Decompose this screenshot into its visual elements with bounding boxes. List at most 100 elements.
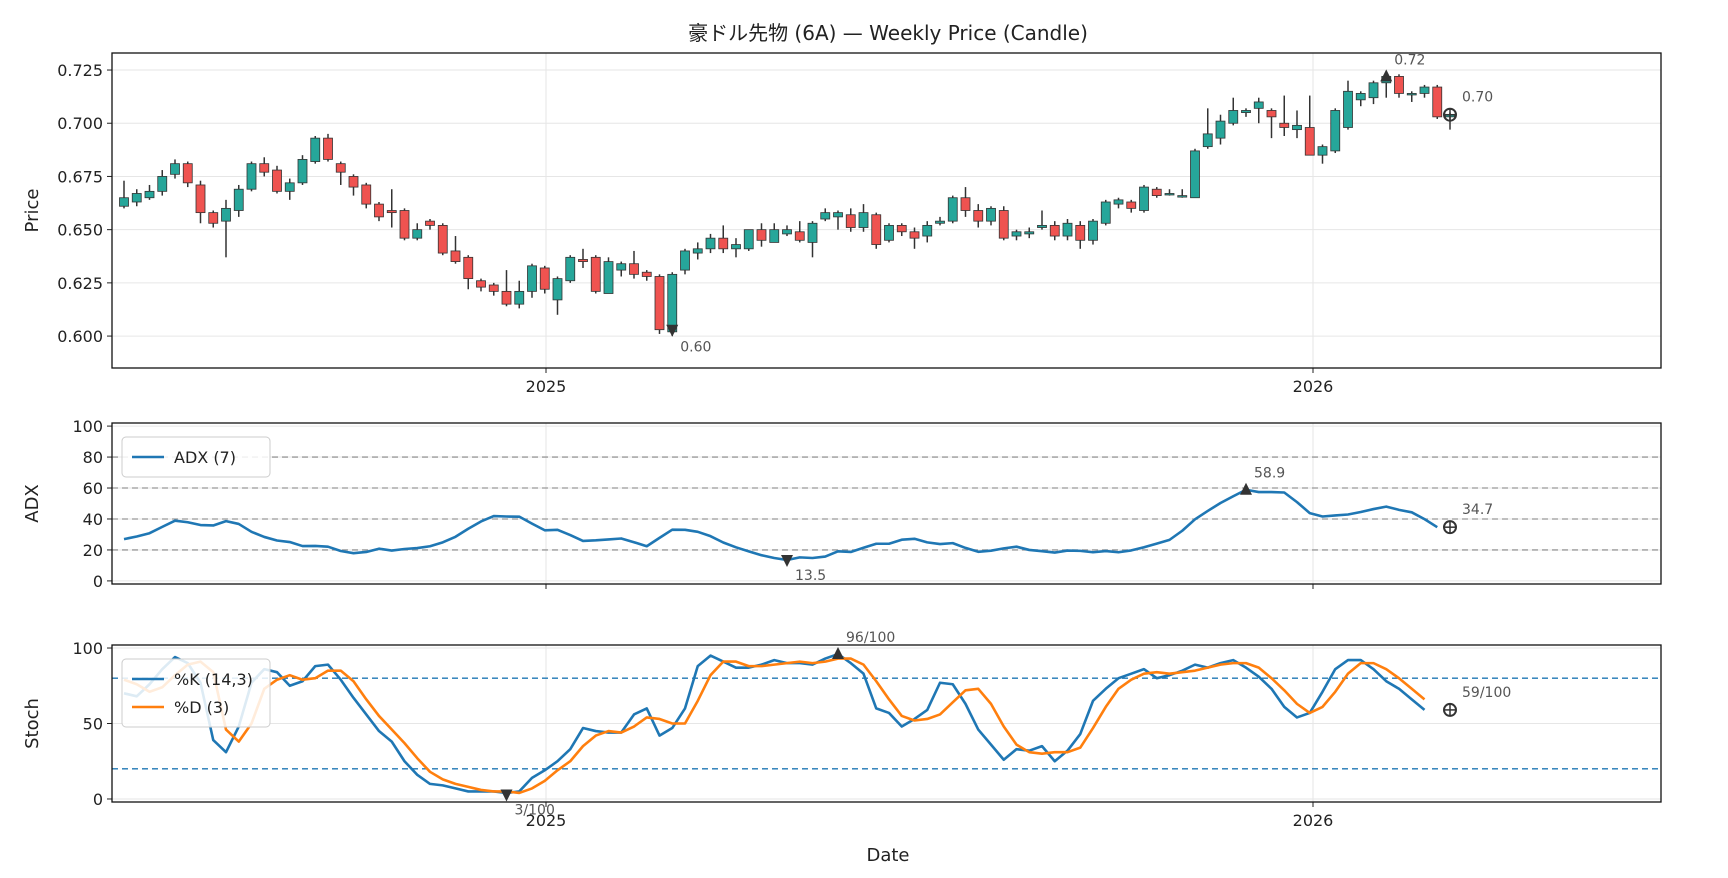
candle-body xyxy=(947,197,958,222)
candle-body xyxy=(157,176,168,192)
candle-body xyxy=(756,229,767,241)
candle-body xyxy=(335,163,346,173)
candle-body xyxy=(425,220,435,226)
candle-body xyxy=(1432,86,1443,118)
y-tick-label: 0.675 xyxy=(57,167,103,186)
max-label: 96/100 xyxy=(846,630,895,646)
candle-body xyxy=(1368,82,1379,99)
candle-body xyxy=(858,212,869,228)
candle-body xyxy=(718,237,729,250)
x-tick-label: 2025 xyxy=(526,811,567,830)
max-marker xyxy=(1380,69,1393,82)
candle-body xyxy=(871,214,882,245)
candle-body xyxy=(488,284,499,292)
candle-body xyxy=(820,212,831,220)
candle-body xyxy=(1113,199,1124,205)
candle-body xyxy=(463,256,474,280)
candle-body xyxy=(845,214,856,228)
candle-body xyxy=(272,169,282,192)
price-panel: 0.600 0.625 0.650 0.675 0.700 0.725 2025 2026 Pr… xyxy=(22,52,1662,396)
y-tick-label: 40 xyxy=(83,510,103,529)
legend-box xyxy=(121,658,271,728)
legend-label: ADX (7) xyxy=(174,448,236,467)
min-label: 3/100 xyxy=(515,802,555,818)
candle-body xyxy=(884,224,894,241)
candle-body xyxy=(233,188,244,211)
candle-body xyxy=(935,220,945,224)
min-marker xyxy=(666,324,679,337)
candle-body xyxy=(654,276,665,331)
candle-body xyxy=(603,261,614,294)
y-tick-label: 0.725 xyxy=(57,61,103,80)
candle-body xyxy=(1062,222,1073,237)
max-label: 58.9 xyxy=(1254,466,1285,482)
candle-body xyxy=(909,231,920,239)
candle-body xyxy=(259,163,270,173)
min-label: 0.60 xyxy=(680,340,711,356)
candle-body xyxy=(1241,110,1251,113)
candle-body xyxy=(1049,224,1060,237)
candle-body xyxy=(527,265,537,292)
legend-box xyxy=(121,436,271,478)
legend-label: %K (14,3) xyxy=(174,670,253,689)
last-label: 59/100 xyxy=(1462,685,1511,701)
candle-body xyxy=(692,248,703,254)
y-tick-label: 0.600 xyxy=(57,327,103,346)
candle-body xyxy=(1215,120,1226,139)
series-line-primary xyxy=(123,488,1438,562)
y-tick-label: 60 xyxy=(83,479,103,498)
candle-body xyxy=(667,273,678,333)
candle-body xyxy=(590,256,601,292)
candle-body xyxy=(1126,201,1137,209)
candle-body xyxy=(1406,93,1417,96)
candle-body xyxy=(514,290,525,305)
y-tick-label: 0 xyxy=(93,572,103,591)
candle-body xyxy=(348,176,359,188)
candle-body xyxy=(1419,86,1430,94)
candle-body xyxy=(386,210,397,214)
x-tick-label: 2026 xyxy=(1293,811,1334,830)
candle-body xyxy=(1266,110,1277,118)
candle-body xyxy=(182,163,193,184)
chart-title: 豪ドル先物 (6A) — Weekly Price (Candle) xyxy=(688,21,1088,45)
candle-body xyxy=(1304,127,1315,156)
candle-body xyxy=(539,267,550,290)
min-marker xyxy=(500,789,513,802)
candle-body xyxy=(284,182,295,192)
candle-body xyxy=(1011,231,1022,237)
y-tick-label: 20 xyxy=(83,541,103,560)
y-tick-label: 50 xyxy=(83,715,103,734)
candle-body xyxy=(119,197,129,207)
candle-body xyxy=(833,212,843,218)
candle-body xyxy=(922,224,933,237)
candle-body xyxy=(731,244,741,250)
y-axis-label: ADX xyxy=(22,484,43,523)
adx-panel: 0 20 40 60 80 100 ADX 58.9 13.5 34.7 ADX (7) xyxy=(22,417,1662,591)
candle-body xyxy=(1075,224,1086,241)
candle-body xyxy=(896,224,907,233)
max-marker xyxy=(832,647,844,660)
candle-body xyxy=(705,237,716,250)
candle-body xyxy=(1037,224,1047,228)
stoch-panel: 0 50 100 2025 2026 Stoch 96/100 3/100 59/100 %K (… xyxy=(22,630,1662,830)
candle-body xyxy=(960,197,971,211)
max-label: 0.72 xyxy=(1394,52,1425,68)
candle-body xyxy=(195,184,206,214)
candle-body xyxy=(1088,220,1098,241)
x-tick-label: 2026 xyxy=(1293,377,1334,396)
candle-body xyxy=(476,280,486,288)
candle-body xyxy=(680,250,690,271)
y-tick-label: 0 xyxy=(93,790,103,809)
max-marker xyxy=(1240,482,1252,495)
candle-body xyxy=(1292,124,1302,131)
candle-body xyxy=(501,290,512,305)
candle-body xyxy=(629,263,639,275)
candle-body xyxy=(552,278,563,301)
y-tick-label: 100 xyxy=(72,639,103,658)
candle-body xyxy=(323,137,333,160)
y-tick-label: 100 xyxy=(72,417,103,436)
y-tick-label: 0.625 xyxy=(57,274,103,293)
candle-body xyxy=(1100,201,1111,224)
candle-body xyxy=(246,163,257,190)
